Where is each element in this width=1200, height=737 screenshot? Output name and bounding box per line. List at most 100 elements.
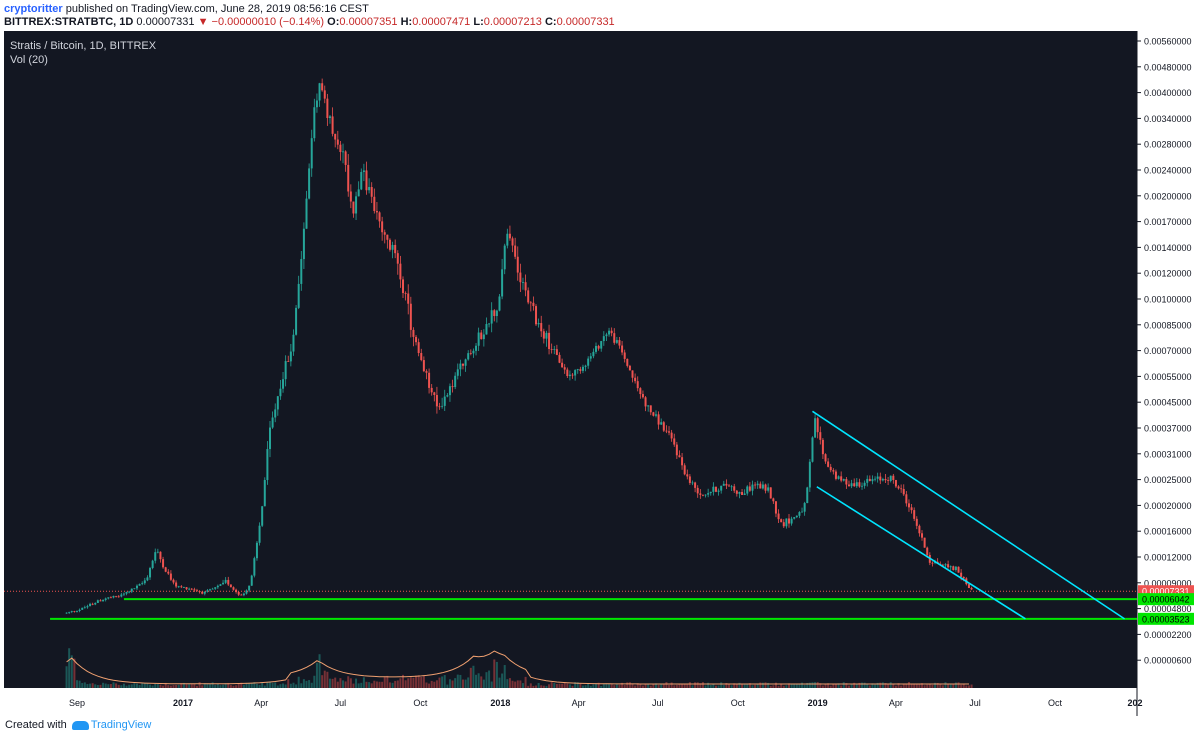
candle-body [282, 379, 285, 389]
volume-bar [125, 685, 128, 688]
candle-body [125, 591, 128, 594]
volume-bar [769, 685, 772, 688]
candle-body [871, 479, 874, 482]
candle-body [78, 609, 81, 612]
volume-bar [579, 683, 582, 688]
volume-bar [861, 682, 864, 688]
price-axis[interactable]: 0.00560000 0.00480000 0.00400000 0.00340000… [1137, 37, 1194, 666]
candle-body [675, 444, 678, 456]
candle-body [193, 589, 196, 591]
candle-body [595, 345, 598, 352]
price-tick-label: 0.00400000 [1144, 88, 1192, 98]
candle-body [232, 587, 235, 590]
candle-body [639, 388, 642, 395]
volume-bar [386, 675, 389, 688]
candle-body [224, 579, 227, 583]
volume-bar [665, 682, 668, 688]
candle-body [459, 363, 462, 370]
channel-lower-line[interactable] [816, 486, 1026, 620]
candle-body [76, 611, 78, 612]
time-axis[interactable]: Sep 2017 Apr Jul Oct 2018 Apr Jul Oct 2019 Apr Jul O… [69, 698, 1143, 708]
candle-body [714, 486, 717, 492]
volume-bar [89, 683, 92, 688]
volume-bar [435, 680, 438, 688]
candle-body [331, 116, 334, 134]
candle-body [488, 323, 491, 325]
candle-body [863, 482, 866, 486]
volume-bar [764, 682, 767, 688]
channel-upper-line[interactable] [812, 410, 1126, 620]
candle-body [808, 461, 811, 488]
candle-body [853, 483, 856, 487]
candle-body [133, 588, 136, 590]
volume-bar [795, 684, 798, 688]
candle-body [707, 493, 710, 495]
volume-bar [563, 682, 566, 688]
volume-bar [688, 682, 691, 688]
candle-body [970, 588, 973, 590]
volume-bar [451, 680, 454, 688]
volume-bar [402, 674, 405, 688]
low-label: L: [473, 16, 484, 28]
volume-bar [584, 685, 587, 688]
price-tick-label: 0.00140000 [1144, 243, 1192, 253]
candle-body [438, 406, 441, 408]
candle-body [746, 486, 749, 494]
volume-bar [425, 682, 428, 688]
candle-body [647, 405, 650, 407]
volume-bar [370, 683, 373, 688]
high-value: 0.00007471 [412, 16, 471, 28]
candle-body [433, 392, 436, 396]
candle-body [769, 487, 772, 499]
candle-body [931, 562, 934, 564]
candle-body [360, 172, 363, 190]
candle-body [681, 457, 684, 466]
chart-area[interactable]: 0.00560000 0.00480000 0.00400000 0.00340000… [4, 31, 1196, 716]
volume-bar [939, 683, 942, 688]
candle-body [605, 334, 608, 337]
candle-body [402, 279, 405, 294]
candle-body [795, 515, 798, 518]
volume-bar [422, 676, 425, 688]
volume-bar [167, 685, 170, 688]
volume-bar [699, 683, 702, 688]
volume-bar [759, 682, 762, 688]
volume-bar [936, 682, 939, 688]
tradingview-brand-link[interactable]: TradingView [90, 719, 152, 731]
candle-body [558, 354, 561, 363]
candle-body [162, 559, 165, 568]
volume-bar [730, 685, 733, 688]
volume-bar [488, 670, 491, 688]
volume-bar [250, 683, 253, 688]
candle-body [321, 83, 324, 91]
volume-bar [910, 683, 913, 688]
price-chart[interactable]: 0.00560000 0.00480000 0.00400000 0.00340000… [4, 31, 1196, 716]
candle-body [649, 405, 652, 413]
volume-bar [151, 685, 154, 688]
volume-bar [65, 666, 68, 688]
candle-body [793, 517, 796, 519]
volume-bar [146, 683, 149, 688]
volume-bar [201, 685, 204, 688]
author-link[interactable]: cryptoritter [4, 3, 63, 15]
candle-body [141, 583, 144, 585]
candle-body [508, 233, 511, 239]
volume-bar [649, 685, 652, 688]
price-tick-label: 0.00045000 [1144, 398, 1192, 408]
volume-bar [112, 682, 115, 688]
candle-body [730, 486, 733, 488]
candle-body [399, 263, 402, 280]
candle-body [535, 306, 538, 325]
volume-bar [660, 684, 663, 688]
candle-body [96, 600, 99, 603]
volume-bar [164, 682, 167, 688]
candle-body [292, 334, 295, 352]
candle-body [636, 381, 639, 389]
candle-body [258, 525, 261, 543]
volume-bar [214, 684, 217, 688]
volume-bar [897, 683, 900, 688]
candle-body [240, 594, 243, 596]
candle-body [774, 501, 777, 514]
candle-body [412, 329, 415, 337]
candle-body [328, 116, 331, 119]
